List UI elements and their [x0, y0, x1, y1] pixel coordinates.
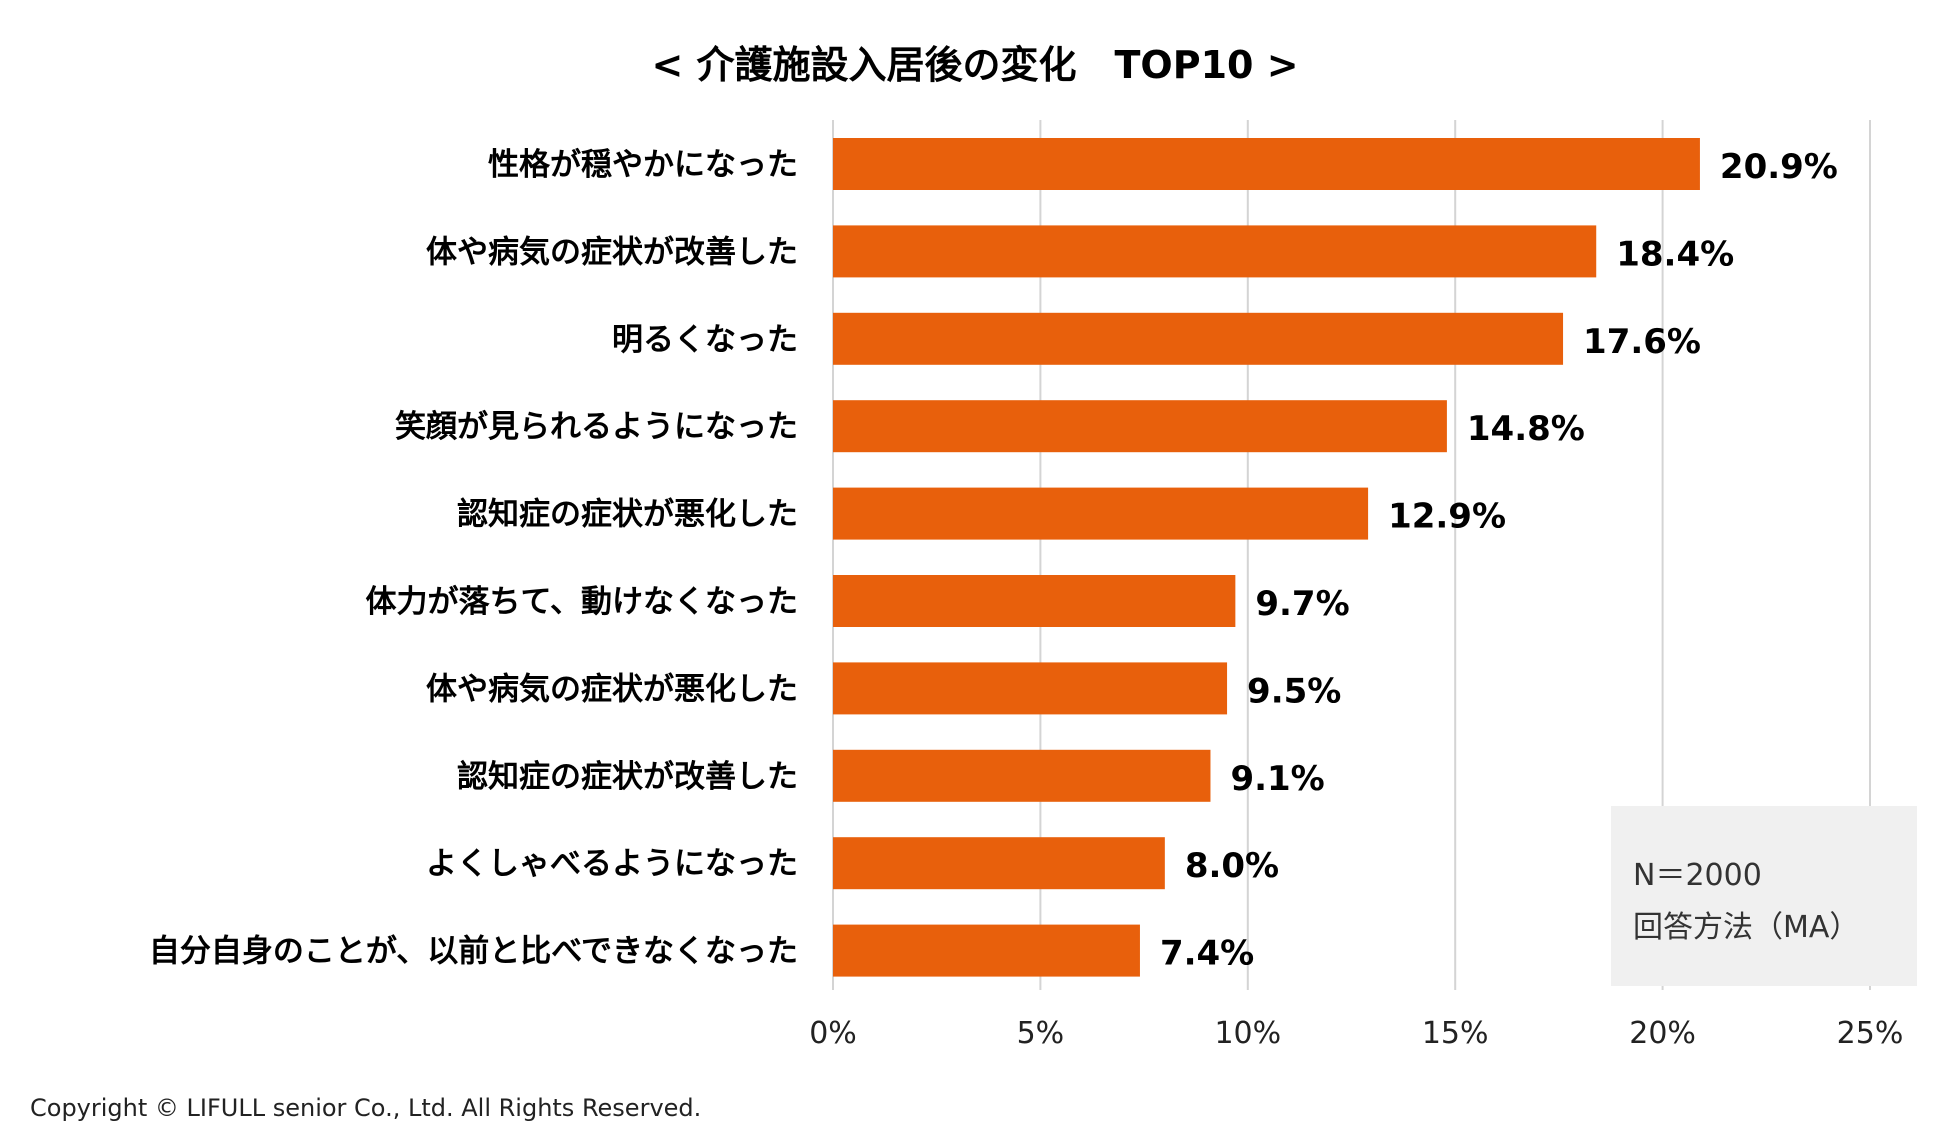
bar	[833, 662, 1228, 715]
category-labels: 性格が穏やかになった体や病気の症状が改善した明るくなった笑顔が見られるようになっ…	[149, 147, 798, 970]
sample-note-box: N＝2000 回答方法（MA）	[1611, 806, 1917, 986]
bar	[833, 487, 1369, 540]
sample-size-text: N＝2000	[1633, 858, 1762, 893]
value-labels: 20.9% 18.4% 17.6% 14.8% 12.9% 9.7% 9.5% 9.1% 8.0…	[1160, 147, 1838, 974]
value-label: 14.8%	[1467, 409, 1585, 449]
bar	[833, 400, 1447, 453]
answer-method-text: 回答方法（MA）	[1633, 910, 1860, 945]
x-tick-label: 25%	[1837, 1016, 1904, 1051]
bar	[833, 312, 1564, 365]
x-axis-ticks: 0% 5% 10% 15% 20% 25%	[809, 1016, 1903, 1051]
category-label: 自分自身のことが、以前と比べできなくなった	[149, 934, 798, 970]
x-tick-label: 15%	[1422, 1016, 1489, 1051]
value-label: 9.1%	[1230, 759, 1324, 799]
value-label: 17.6%	[1583, 322, 1701, 362]
category-label: 認知症の症状が悪化した	[457, 497, 798, 533]
bar	[833, 837, 1165, 890]
bar	[833, 924, 1140, 977]
value-label: 7.4%	[1160, 934, 1254, 974]
category-label: 体力が落ちて、動けなくなった	[366, 584, 798, 620]
bar	[833, 749, 1211, 802]
x-tick-label: 0%	[809, 1016, 857, 1051]
copyright-text: Copyright © LIFULL senior Co., Ltd. All …	[30, 1094, 702, 1122]
category-label: 体や病気の症状が改善した	[426, 234, 798, 270]
value-label: 8.0%	[1185, 846, 1279, 886]
bar	[833, 225, 1597, 278]
value-label: 9.7%	[1255, 584, 1349, 624]
x-tick-label: 20%	[1629, 1016, 1696, 1051]
x-tick-label: 10%	[1214, 1016, 1281, 1051]
category-label: よくしゃべるようになった	[426, 846, 798, 882]
value-label: 12.9%	[1388, 497, 1506, 537]
value-label: 18.4%	[1616, 234, 1734, 274]
bar	[833, 138, 1700, 190]
category-label: 笑顔が見られるようになった	[395, 409, 798, 445]
chart-title: < 介護施設入居後の変化 TOP10 >	[651, 43, 1298, 87]
value-label: 9.5%	[1247, 671, 1341, 711]
category-label: 認知症の症状が改善した	[457, 759, 798, 795]
category-label: 体や病気の症状が悪化した	[426, 671, 798, 707]
value-label: 20.9%	[1720, 147, 1838, 187]
bar	[833, 575, 1236, 627]
x-tick-label: 5%	[1017, 1016, 1065, 1051]
bars	[833, 138, 1700, 977]
category-label: 明るくなった	[612, 322, 798, 358]
category-label: 性格が穏やかになった	[488, 147, 798, 183]
